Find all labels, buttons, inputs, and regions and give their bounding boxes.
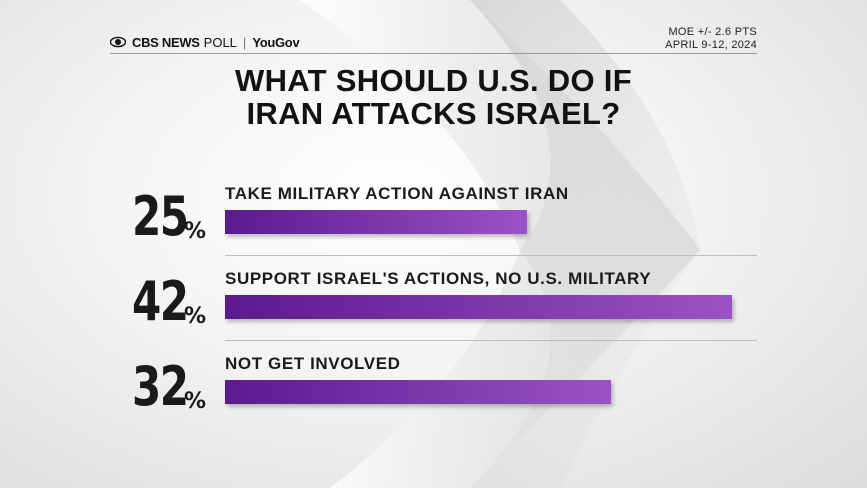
brand-cbs-news: CBS NEWS (132, 34, 200, 50)
cbs-eye-icon (110, 36, 126, 48)
row-divider (225, 255, 757, 256)
bar-row: 25% TAKE MILITARY ACTION AGAINST IRAN (0, 184, 867, 270)
percent-value: 42 (132, 270, 189, 333)
bar-row: 32% NOT GET INVOLVED (0, 354, 867, 440)
bar (225, 295, 732, 319)
brand-separator: | (242, 34, 247, 50)
category-label: TAKE MILITARY ACTION AGAINST IRAN (225, 184, 569, 203)
percent-label: 32% (132, 360, 218, 414)
brand-yougov: YouGov (252, 34, 300, 50)
bar-row: 42% SUPPORT ISRAEL'S ACTIONS, NO U.S. MIL… (0, 269, 867, 355)
bar (225, 210, 527, 234)
header-divider (110, 53, 757, 54)
poll-meta: MOE +/- 2.6 PTS APRIL 9-12, 2024 (665, 26, 757, 52)
percent-sign: % (184, 304, 207, 329)
brand-logo: CBS NEWS POLL | YouGov (110, 33, 300, 51)
brand-poll: POLL (203, 34, 237, 50)
category-label: NOT GET INVOLVED (225, 354, 401, 373)
percent-sign: % (184, 219, 207, 244)
title-line-2: IRAN ATTACKS ISRAEL? (246, 96, 621, 131)
category-label: SUPPORT ISRAEL'S ACTIONS, NO U.S. MILITA… (225, 269, 652, 288)
percent-label: 25% (132, 190, 218, 244)
bar (225, 380, 611, 404)
percent-value: 25 (132, 185, 189, 248)
margin-of-error: MOE +/- 2.6 PTS (668, 26, 757, 38)
percent-sign: % (184, 389, 207, 414)
title-line-1: WHAT SHOULD U.S. DO IF (235, 63, 632, 98)
chart-title: WHAT SHOULD U.S. DO IF IRAN ATTACKS ISRA… (110, 64, 757, 130)
percent-value: 32 (132, 355, 189, 418)
percent-label: 42% (132, 275, 218, 329)
row-divider (225, 340, 757, 341)
poll-dates: APRIL 9-12, 2024 (665, 39, 757, 51)
